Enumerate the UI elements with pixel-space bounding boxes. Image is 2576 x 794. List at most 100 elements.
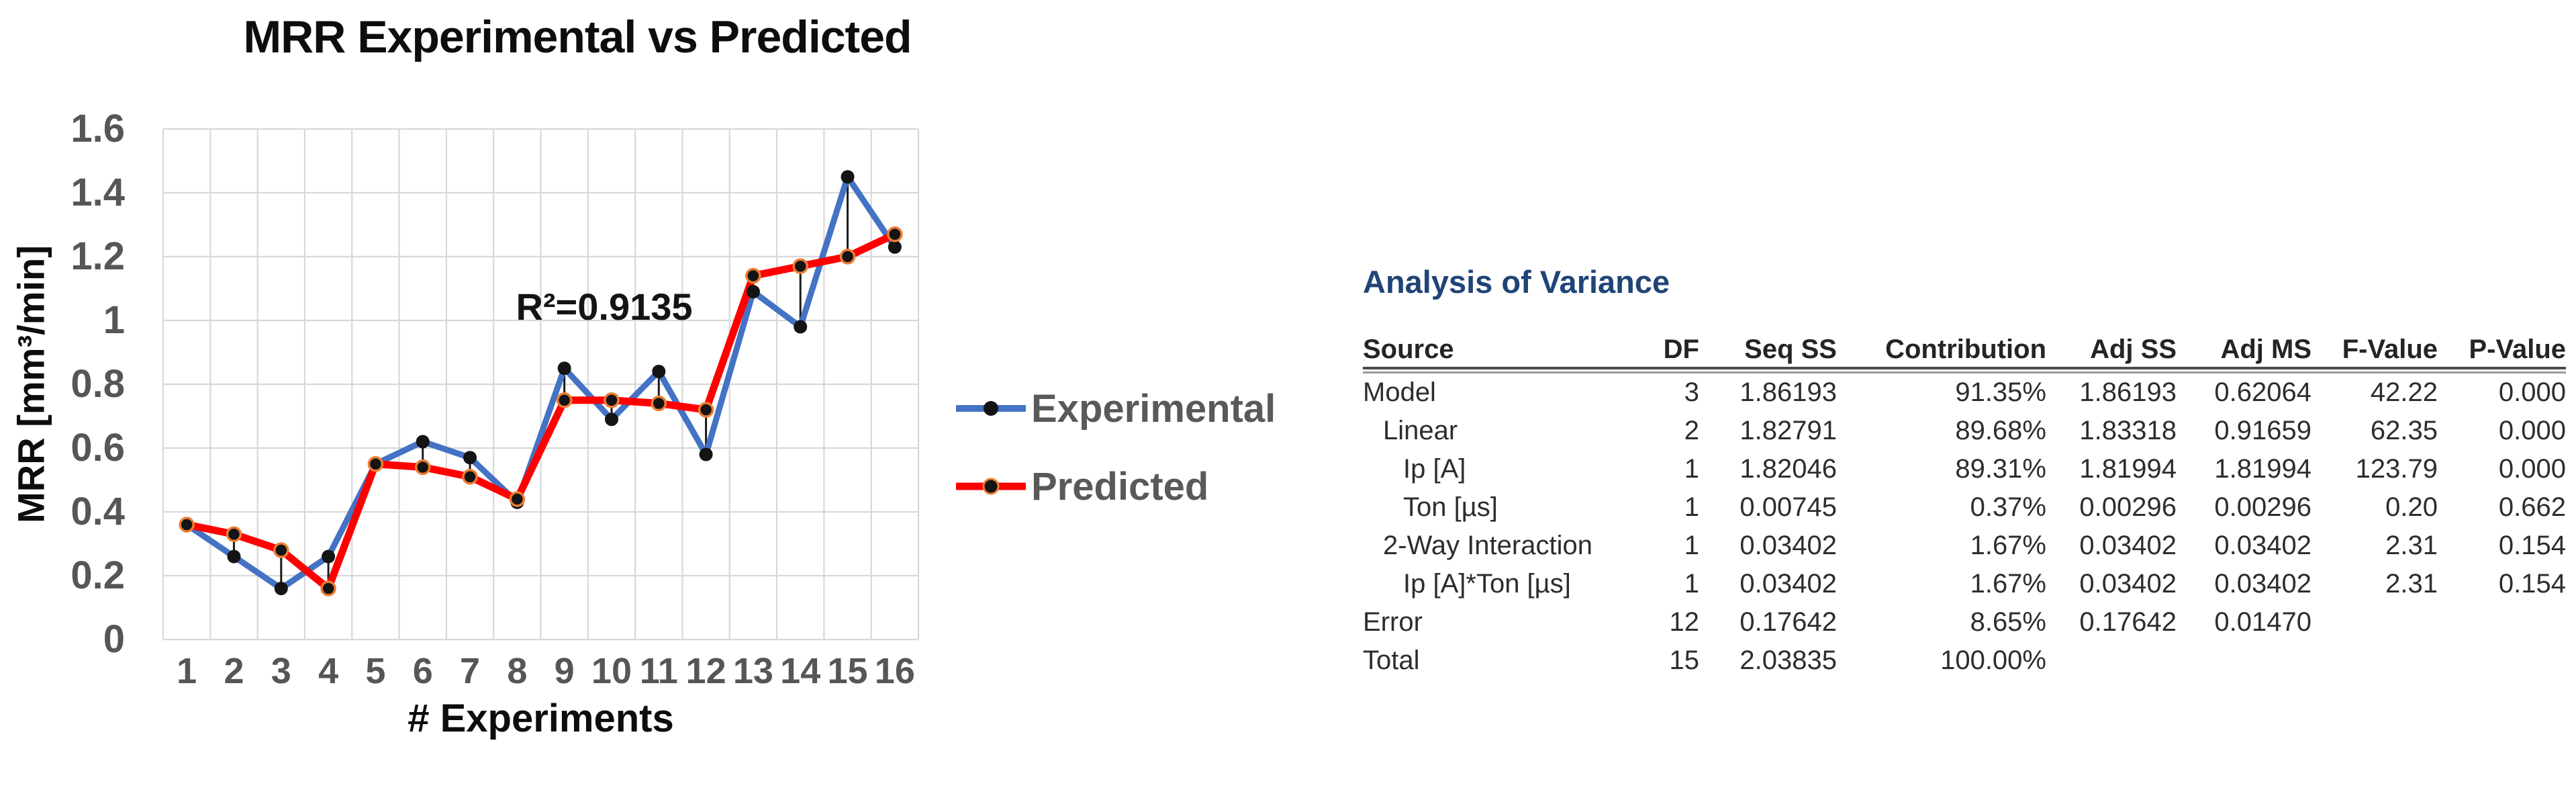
value-cell: 3 (1684, 378, 1699, 407)
value-cell: 0.154 (2498, 531, 2566, 560)
value-cell: 0.62064 (2214, 378, 2311, 407)
x-tick-label: 3 (271, 651, 291, 691)
value-cell: 0.000 (2498, 416, 2566, 445)
value-cell: 1 (1684, 492, 1699, 522)
source-cell: Ip [A] (1403, 454, 1466, 484)
table-row: Total 15 2.03835 100.00% (1363, 642, 2566, 680)
value-cell: 0.91659 (2214, 416, 2311, 445)
value-cell: 91.35% (1955, 378, 2046, 407)
value-cell: 15 (1669, 646, 1700, 675)
source-cell: Ip [A]*Ton [µs] (1403, 569, 1571, 599)
y-tick-label: 1 (103, 298, 125, 342)
value-cell: 1.67% (1970, 531, 2046, 560)
value-cell: 0.37% (1970, 492, 2046, 522)
x-axis-title: # Experiments (408, 697, 674, 740)
table-header-cell: Contribution (1885, 334, 2046, 364)
x-tick-label: 16 (874, 651, 915, 691)
value-cell: 1.83318 (2079, 416, 2177, 445)
value-cell: 0.03402 (2214, 569, 2311, 599)
value-cell: 42.22 (2370, 378, 2438, 407)
value-cell: 1.81994 (2079, 454, 2177, 484)
x-tick-label: 9 (554, 651, 575, 691)
table-header-cell: Seq SS (1744, 334, 1837, 364)
source-cell: Linear (1383, 416, 1458, 445)
experimental-swatch-icon (956, 401, 1026, 416)
value-cell: 0.20 (2385, 492, 2438, 522)
y-tick-label: 1.6 (70, 107, 125, 150)
table-row: Ton [µs] 1 0.00745 0.37% 0.00296 0.00296 0.20 0… (1363, 488, 2566, 527)
value-cell: 2.31 (2385, 569, 2438, 599)
table-row: Ip [A]*Ton [µs] 1 0.03402 1.67% 0.03402 0.034… (1363, 565, 2566, 603)
x-tick-label: 4 (318, 651, 339, 691)
x-tick-label: 6 (412, 651, 433, 691)
source-cell: Ton [µs] (1403, 492, 1498, 522)
value-cell: 0.17642 (1739, 607, 1837, 637)
value-cell: 0.154 (2498, 569, 2566, 599)
predicted-line (183, 230, 899, 592)
table-row: Error 12 0.17642 8.65% 0.17642 0.01470 (1363, 603, 2566, 642)
x-tick-label: 11 (639, 651, 678, 691)
r-squared-annotation: R²=0.9135 (516, 285, 693, 328)
value-cell: 89.31% (1955, 454, 2046, 484)
predicted-markers (179, 226, 903, 597)
x-tick-label: 5 (365, 651, 386, 691)
value-cell: 0.03402 (2079, 569, 2177, 599)
value-cell: 0.00296 (2214, 492, 2311, 522)
anova-table: Source DF Seq SS Contribution Adj SS Adj MS F-… (1363, 333, 2566, 680)
x-tick-label: 12 (685, 651, 726, 691)
table-header-cell: DF (1663, 334, 1699, 364)
value-cell: 123.79 (2355, 454, 2438, 484)
value-cell: 1 (1684, 569, 1699, 599)
value-cell: 0.01470 (2214, 607, 2311, 637)
table-row: 2-Way Interaction 1 0.03402 1.67% 0.03402 0.0… (1363, 527, 2566, 565)
table-header-cell: Adj MS (2220, 334, 2311, 364)
table-header-cell: Source (1363, 334, 1454, 364)
value-cell: 1.82791 (1739, 416, 1837, 445)
y-tick-label: 0.2 (70, 554, 125, 597)
y-tick-label: 0.8 (70, 362, 125, 406)
source-cell: Error (1363, 607, 1423, 637)
y-tick-label: 0.6 (70, 426, 125, 470)
predicted-swatch-icon (956, 478, 1026, 495)
table-header-cell: F-Value (2342, 334, 2438, 364)
y-tick-label: 1.4 (70, 171, 125, 214)
value-cell: 12 (1669, 607, 1700, 637)
value-cell: 0.03402 (1739, 531, 1837, 560)
legend-entry-experimental: Experimental (956, 387, 1276, 431)
value-cell: 2 (1684, 416, 1699, 445)
value-cell: 2.31 (2385, 531, 2438, 560)
value-cell: 1 (1684, 454, 1699, 484)
legend-label-predicted: Predicted (1031, 464, 1209, 509)
x-tick-label: 10 (591, 651, 632, 691)
value-cell: 0.03402 (2079, 531, 2177, 560)
value-cell: 0.03402 (1739, 569, 1837, 599)
table-row: Model 3 1.86193 91.35% 1.86193 0.62064 42.22 0.… (1363, 373, 2566, 412)
x-tick-label: 2 (224, 651, 244, 691)
x-tick-label: 15 (827, 651, 868, 691)
value-cell: 0.000 (2498, 454, 2566, 484)
value-cell: 0.17642 (2079, 607, 2177, 637)
value-cell: 0.00745 (1739, 492, 1837, 522)
source-cell: Model (1363, 378, 1436, 407)
value-cell: 0.000 (2498, 378, 2566, 407)
x-tick-label: 14 (780, 651, 821, 691)
value-cell: 62.35 (2370, 416, 2438, 445)
table-header-cell: Adj SS (2090, 334, 2177, 364)
x-tick-label: 13 (732, 651, 773, 691)
value-cell: 8.65% (1970, 607, 2046, 637)
value-cell: 1.82046 (1739, 454, 1837, 484)
x-tick-label: 8 (507, 651, 528, 691)
chart-title: MRR Experimental vs Predicted (243, 11, 912, 62)
value-cell: 1.86193 (2079, 378, 2177, 407)
source-cell: 2-Way Interaction (1383, 531, 1592, 560)
x-tick-label: 7 (460, 651, 481, 691)
table-header-underline (1363, 367, 2566, 373)
y-tick-label: 0 (103, 617, 125, 661)
x-tick-label: 1 (177, 651, 197, 691)
y-tick-label: 1.2 (70, 234, 125, 278)
value-cell: 1.67% (1970, 569, 2046, 599)
chart-gridlines (162, 128, 920, 641)
table-header-row: Source DF Seq SS Contribution Adj SS Adj MS F-… (1363, 333, 2566, 365)
